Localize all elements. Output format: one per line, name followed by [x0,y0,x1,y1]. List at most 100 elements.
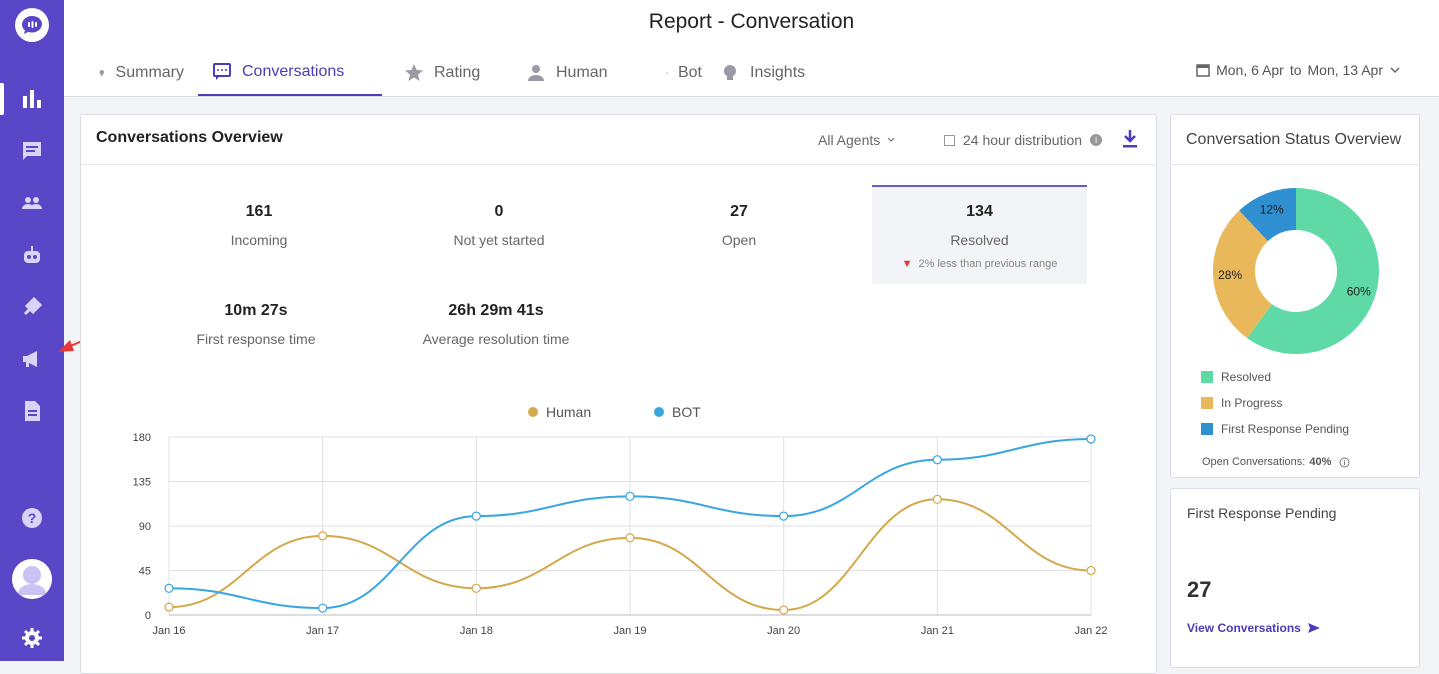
date-to: Mon, 13 Apr [1308,62,1384,78]
chat-icon [212,62,232,82]
person-icon [526,63,546,83]
view-conversations-link[interactable]: View Conversations [1187,621,1321,635]
date-to-word: to [1290,62,1302,78]
metric-label: Average resolution time [401,331,591,347]
metric-value: 161 [199,203,319,221]
tab-bot[interactable]: Bot [640,50,716,96]
help-icon: ? [21,507,43,529]
legend-label: First Response Pending [1221,422,1349,436]
metric-label: Resolved [872,232,1087,248]
sidebar-item-integrations[interactable] [0,287,64,327]
legend-swatch [1201,371,1213,383]
metric-incoming[interactable]: 161 Incoming [199,203,319,248]
sidebar-item-reports[interactable] [0,79,64,119]
legend-swatch [1201,423,1213,435]
x-tick-label: Jan 22 [1074,625,1107,637]
link-label: View Conversations [1187,621,1301,635]
distribution-toggle[interactable]: 24 hour distribution i [944,132,1102,148]
overview-title: Conversations Overview [96,129,283,147]
status-legend-frp: First Response Pending [1201,422,1349,436]
donut-slice-label: 28% [1218,268,1242,282]
chevron-down-icon [886,135,896,145]
metric-not-started[interactable]: 0 Not yet started [419,203,579,248]
trend-text: 2% less than previous range [919,258,1058,270]
avatar[interactable] [12,559,52,599]
data-point [1087,435,1095,443]
bar-chart-icon [21,88,43,110]
first-response-pending-card: First Response Pending 27 View Conversat… [1170,488,1420,668]
legend-swatch [1201,397,1213,409]
y-tick-label: 135 [133,477,151,489]
data-point [319,604,327,612]
info-icon[interactable] [1339,457,1350,468]
metric-value: 26h 29m 41s [401,302,591,320]
x-tick-label: Jan 19 [613,625,646,637]
distribution-checkbox[interactable] [944,135,955,146]
tab-label: Summary [116,64,184,82]
metric-label: Incoming [199,232,319,248]
info-icon[interactable]: i [1090,134,1102,146]
gear-icon [21,627,43,649]
megaphone-icon [21,348,43,370]
calendar-icon [1196,63,1210,77]
x-tick-label: Jan 16 [152,625,185,637]
metric-resolved[interactable]: 134 Resolved ▼2% less than previous rang… [872,203,1087,270]
data-point [1087,567,1095,575]
sidebar-item-bots[interactable] [0,235,64,275]
overview-header: Conversations Overview All Agents 24 hou… [81,115,1156,165]
plug-icon [21,296,43,318]
robot-icon [666,63,668,83]
metric-avg-resolution[interactable]: 26h 29m 41s Average resolution time [401,302,591,347]
distribution-label: 24 hour distribution [963,132,1082,148]
open-conversations: Open Conversations: 40% [1202,456,1350,468]
page-title: Report - Conversation [64,10,1439,34]
sidebar-item-campaigns[interactable] [0,339,64,379]
tab-summary[interactable]: Summary [84,50,198,96]
sidebar-item-contacts[interactable] [0,183,64,223]
star-icon [404,63,424,83]
data-point [933,495,941,503]
tab-label: Human [556,64,608,82]
date-range-picker[interactable]: Mon, 6 Apr to Mon, 13 Apr [1196,62,1401,78]
sidebar-item-help[interactable]: ? [0,498,64,538]
sidebar-item-conversations[interactable] [0,131,64,171]
tab-rating[interactable]: Rating [382,50,500,96]
data-point [626,492,634,500]
metric-label: Not yet started [419,232,579,248]
tab-insights[interactable]: Insights [716,50,826,96]
tab-conversations[interactable]: Conversations [198,50,382,96]
download-button[interactable] [1121,129,1139,154]
lightbulb-icon [98,63,106,83]
chat-logo-icon [21,15,43,35]
document-icon [21,400,43,422]
data-point [319,532,327,540]
x-tick-label: Jan 21 [921,625,954,637]
metric-value: 10m 27s [181,302,331,320]
sidebar-item-documents[interactable] [0,391,64,431]
sidebar-item-settings[interactable] [0,618,64,658]
legend-label: Resolved [1221,370,1271,384]
agents-filter[interactable]: All Agents [818,132,896,148]
metric-first-response[interactable]: 10m 27s First response time [181,302,331,347]
status-title: Conversation Status Overview [1171,115,1419,165]
tab-human[interactable]: Human [500,50,640,96]
metric-label: Open [679,232,799,248]
metric-value: 0 [419,203,579,221]
sidebar: ? [0,0,64,661]
trend-down-icon: ▼ [902,258,913,270]
y-tick-label: 180 [133,432,151,444]
data-point [165,603,173,611]
app-logo[interactable] [15,8,49,42]
robot-icon [21,244,43,266]
metric-open[interactable]: 27 Open [679,203,799,248]
y-tick-label: 90 [139,521,151,533]
download-icon [1121,129,1139,149]
data-point [626,534,634,542]
report-tabs: Summary Conversations Rating Human Bot I… [84,50,826,97]
tab-label: Conversations [242,63,344,81]
status-overview-card: Conversation Status Overview 60%28%12% R… [1170,114,1420,478]
x-tick-label: Jan 17 [306,625,339,637]
y-tick-label: 0 [145,610,151,622]
resolved-trend: ▼ 2% less than previous range [872,258,1087,270]
